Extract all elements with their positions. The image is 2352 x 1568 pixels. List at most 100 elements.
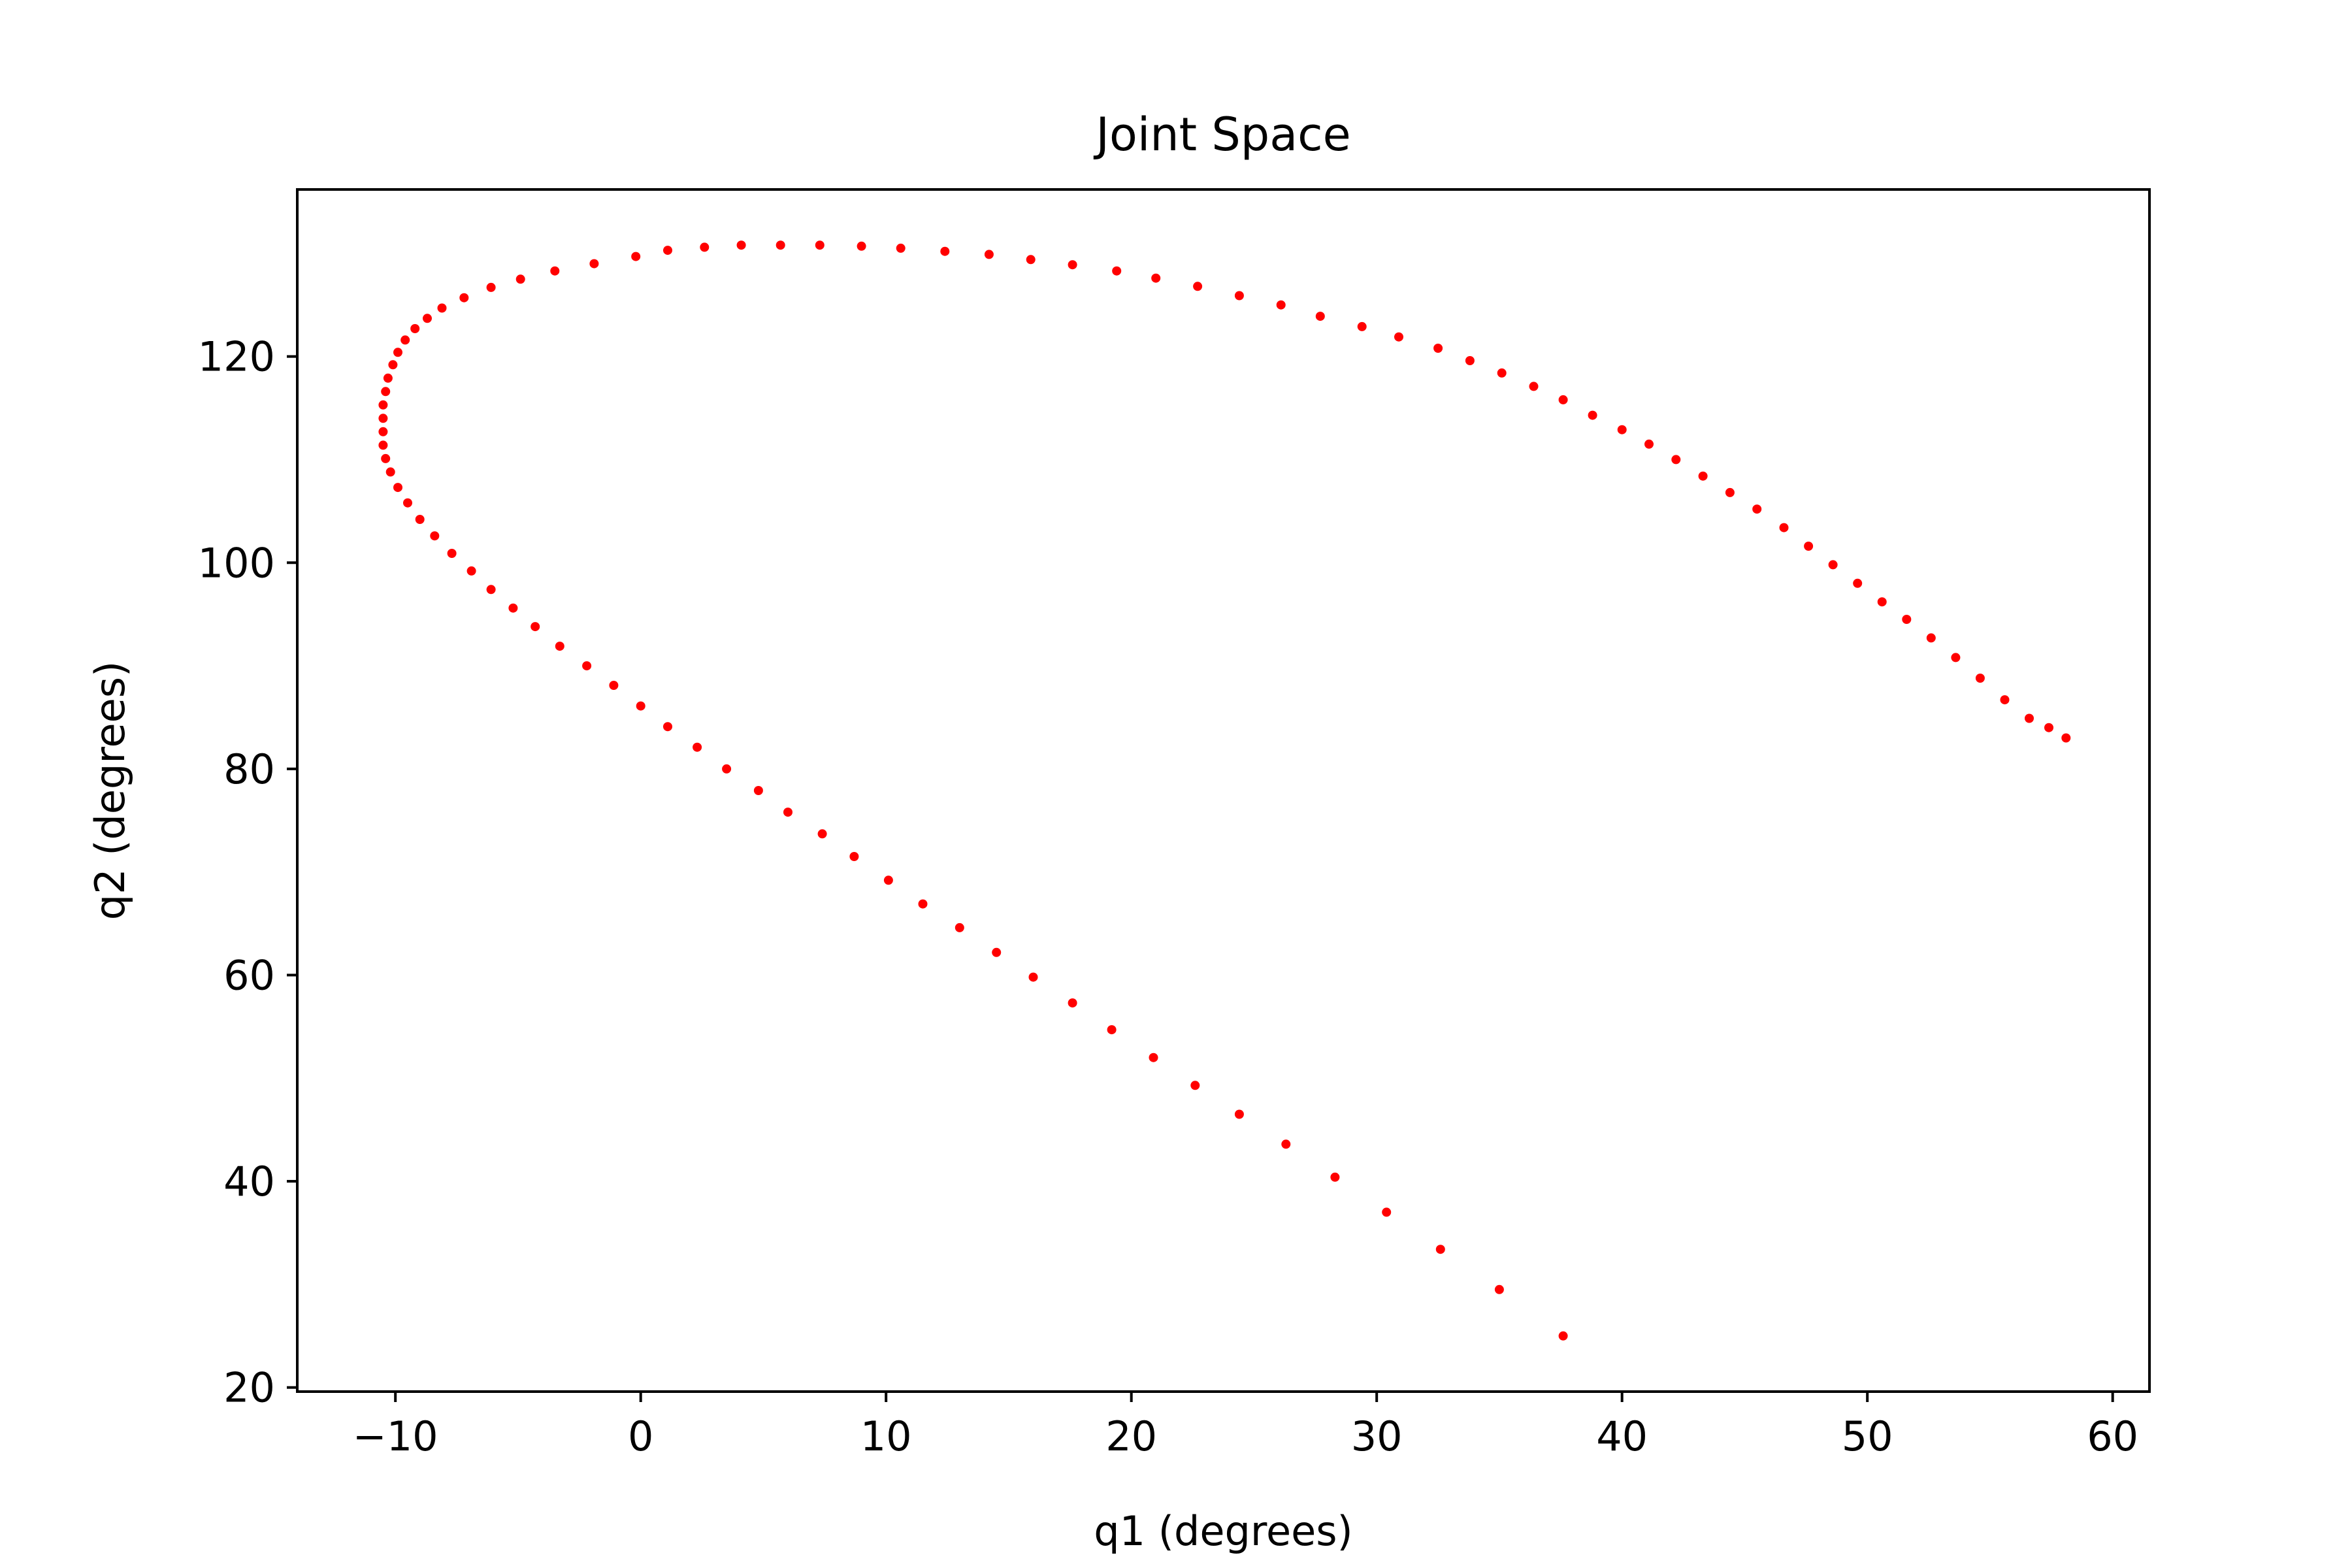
data-point: [582, 661, 592, 671]
x-tick-label: −10: [353, 1413, 438, 1460]
data-point: [447, 549, 457, 558]
x-tick-label: 30: [1351, 1413, 1403, 1460]
data-point: [1494, 1284, 1504, 1294]
data-point: [381, 453, 391, 463]
data-point: [631, 252, 641, 261]
data-point: [1558, 1331, 1568, 1341]
data-point: [1617, 425, 1627, 434]
data-point: [383, 373, 393, 383]
data-point: [1382, 1207, 1392, 1217]
data-point: [693, 742, 702, 752]
data-point: [984, 250, 994, 259]
y-tick-label: 120: [198, 333, 275, 381]
data-point: [393, 348, 402, 357]
data-point: [1853, 578, 1863, 588]
data-point: [550, 266, 560, 276]
data-point: [437, 303, 447, 313]
data-point: [609, 681, 619, 690]
y-tick-label: 60: [223, 951, 275, 999]
data-point: [1068, 260, 1077, 270]
data-point: [1068, 998, 1077, 1008]
data-point: [410, 324, 420, 333]
data-point: [1877, 597, 1887, 607]
data-point: [736, 240, 746, 250]
data-point: [1330, 1172, 1340, 1182]
data-point: [663, 722, 672, 732]
data-point: [515, 274, 525, 284]
data-point: [1234, 1109, 1244, 1119]
data-point: [817, 829, 827, 839]
data-point: [1497, 368, 1507, 378]
data-point: [415, 515, 425, 524]
x-tick-label: 0: [628, 1413, 653, 1460]
data-point: [403, 498, 412, 508]
data-point: [1752, 504, 1762, 514]
data-point: [849, 852, 859, 861]
data-point: [1828, 560, 1838, 570]
x-tick-label: 50: [1842, 1413, 1893, 1460]
data-point: [1276, 300, 1286, 310]
data-point: [815, 240, 825, 250]
y-tick-label: 40: [223, 1158, 275, 1205]
data-point: [1558, 395, 1568, 404]
data-point: [636, 701, 645, 711]
data-point: [381, 387, 391, 397]
data-point: [1190, 1081, 1200, 1090]
data-point: [1671, 455, 1681, 465]
data-point: [1435, 1245, 1445, 1254]
data-points: [378, 240, 2071, 1341]
data-point: [589, 259, 599, 269]
data-point: [378, 414, 388, 423]
data-point: [1028, 972, 1038, 982]
data-point: [466, 566, 476, 576]
data-point: [1281, 1139, 1291, 1149]
data-point: [918, 899, 928, 909]
x-tick-label: 60: [2087, 1413, 2138, 1460]
data-point: [1804, 542, 1814, 551]
data-point: [531, 622, 540, 632]
data-point: [1357, 321, 1367, 331]
data-point: [1902, 615, 1912, 624]
data-point: [2000, 695, 2010, 705]
x-tick-label: 40: [1596, 1413, 1648, 1460]
data-point: [1725, 487, 1735, 497]
data-point: [776, 240, 785, 250]
data-point: [1315, 312, 1325, 321]
y-tick-label: 20: [223, 1364, 275, 1412]
data-point: [700, 242, 710, 252]
data-point: [385, 467, 395, 477]
y-axis-ticks: 20 40 60 80 100 120: [198, 333, 297, 1412]
plot-area-frame: [296, 188, 2151, 1393]
data-point: [1588, 410, 1597, 420]
data-point: [1465, 356, 1475, 365]
data-point: [378, 400, 388, 410]
data-point: [1151, 273, 1161, 283]
data-point: [555, 642, 564, 651]
data-point: [1698, 471, 1708, 481]
data-point: [1026, 255, 1036, 265]
data-point: [378, 427, 388, 436]
x-tick-label: 10: [860, 1413, 912, 1460]
data-point: [2061, 733, 2071, 743]
data-point: [486, 282, 496, 292]
data-point: [883, 875, 893, 885]
data-point: [393, 483, 402, 493]
data-point: [1529, 382, 1539, 391]
x-axis-ticks: −10 0 10 20 30 40 50 60: [353, 1392, 2138, 1460]
data-point: [1779, 523, 1789, 532]
data-point: [722, 764, 732, 774]
data-point: [896, 243, 906, 253]
data-point: [1975, 674, 1985, 683]
data-point: [1926, 633, 1936, 643]
data-point: [430, 531, 440, 541]
data-point: [508, 603, 518, 613]
y-tick-label: 80: [223, 745, 275, 793]
data-point: [1644, 439, 1654, 449]
data-point: [940, 246, 950, 256]
data-point: [486, 585, 496, 595]
data-point: [1193, 282, 1203, 291]
data-point: [1394, 332, 1403, 342]
